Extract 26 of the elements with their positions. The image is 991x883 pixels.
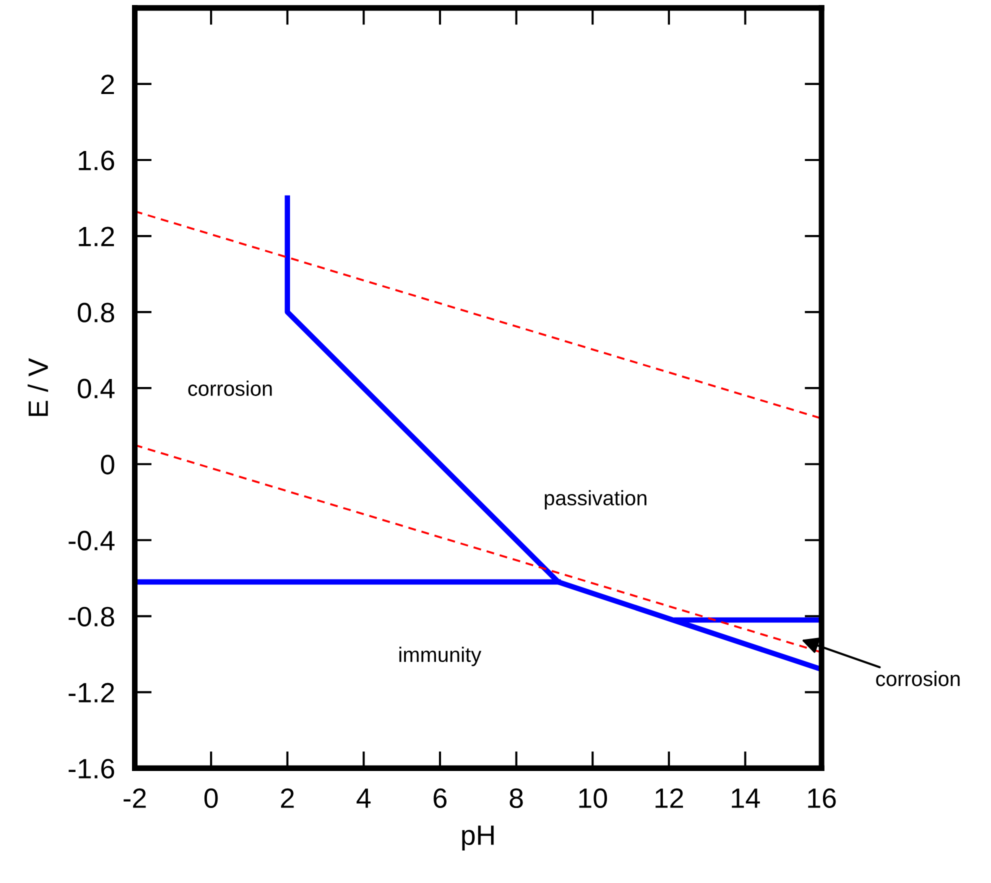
- y-tick-label: -1.6: [68, 758, 114, 779]
- x-tick-label: 8: [510, 788, 523, 808]
- x-tick-label: 2: [281, 788, 294, 808]
- y-axis-title: E / V: [28, 358, 48, 416]
- x-tick-label: -2: [124, 788, 146, 808]
- x-tick-label: 14: [732, 788, 760, 808]
- y-tick-label: -0.8: [68, 606, 114, 626]
- x-tick-label: 16: [808, 788, 836, 808]
- x-tick-label: 10: [579, 788, 607, 808]
- y-tick-label: 0.8: [78, 302, 114, 322]
- y-tick-label: 1.6: [78, 150, 114, 170]
- text: corrosion: [876, 670, 960, 686]
- x-tick-label: 4: [356, 788, 371, 808]
- y-tick-label: 0.4: [78, 378, 115, 398]
- annotation: immunity: [399, 646, 482, 666]
- y-tick-label: 0: [100, 454, 114, 474]
- x-tick-label: 0: [204, 788, 218, 808]
- x-tick-label: 12: [656, 788, 683, 808]
- x-axis-title: pH: [462, 826, 494, 851]
- y-tick-label: 1.2: [78, 226, 114, 246]
- annotation: corrosion: [188, 380, 272, 396]
- y-tick-label: 2: [101, 74, 114, 94]
- y-tick-label: -0.4: [68, 530, 115, 550]
- y-tick-label: -1.2: [68, 682, 114, 702]
- annotation: passivation: [544, 490, 646, 510]
- x-tick-label: 6: [434, 788, 447, 808]
